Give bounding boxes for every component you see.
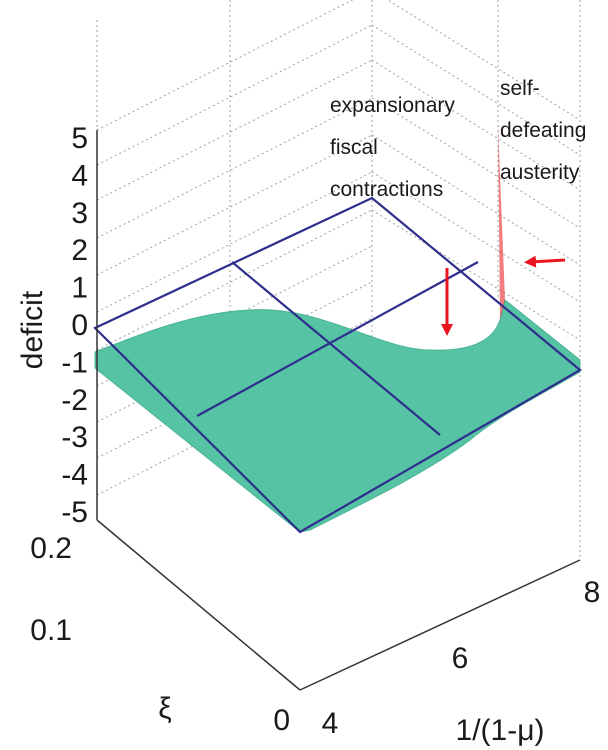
spike-peak <box>498 125 505 320</box>
xi-tick-label: 0.1 <box>30 614 72 647</box>
z-tick-label: -4 <box>61 459 88 492</box>
z-tick-label: -3 <box>61 421 88 454</box>
annotation-line: expansionary <box>330 94 455 117</box>
reference-plane-z0 <box>93 196 582 534</box>
annotation-line: austerity <box>500 161 580 184</box>
annotation-expansionary: expansionary fiscal contractions <box>330 94 455 201</box>
z-tick-label: -1 <box>61 346 88 379</box>
z-tick-label: 0 <box>71 309 88 342</box>
z-tick-label: 5 <box>71 122 88 155</box>
surface-main <box>94 299 581 533</box>
z-axis-label: deficit <box>16 290 49 369</box>
annotation-line: fiscal <box>330 136 378 159</box>
annotation-self-defeating: self-defeating austerity <box>500 77 586 184</box>
z-tick-labels: 5 4 3 2 1 0 -1 -2 -3 -4 -5 <box>61 122 88 529</box>
xi-axis-line <box>96 519 301 691</box>
plane-grid-line-2 <box>196 261 479 417</box>
xi-tick-label: 0.2 <box>30 532 72 565</box>
x-tick-label: 4 <box>322 707 339 740</box>
x-axis-label: 1/(1-μ) <box>456 714 545 747</box>
annotation-line: defeating <box>500 119 586 142</box>
z-tick-label: 2 <box>71 234 88 267</box>
z-tick-label: 3 <box>71 197 88 230</box>
xi-tick-label: 0 <box>273 704 290 737</box>
x-tick-labels: 4 6 8 <box>322 576 601 740</box>
axis-lines <box>96 130 581 691</box>
xi-axis-label: ξ <box>158 692 171 725</box>
plane-outline <box>93 196 582 534</box>
annotation-line: contractions <box>330 178 443 201</box>
x-tick-label: 6 <box>452 642 469 675</box>
x-axis-line <box>299 559 581 691</box>
z-tick-label: -5 <box>61 496 88 529</box>
annotation-arrows <box>441 255 566 336</box>
x-tick-label: 8 <box>584 576 601 609</box>
z-tick-label: 4 <box>71 159 88 192</box>
z-tick-label: 1 <box>71 272 88 305</box>
annotation-line: self- <box>500 77 540 100</box>
z-tick-label: -2 <box>61 384 88 417</box>
arrow-self-defeating <box>524 255 566 268</box>
plane-grid-line-1 <box>231 261 441 436</box>
xi-tick-labels: 0 0.1 0.2 <box>30 532 290 737</box>
